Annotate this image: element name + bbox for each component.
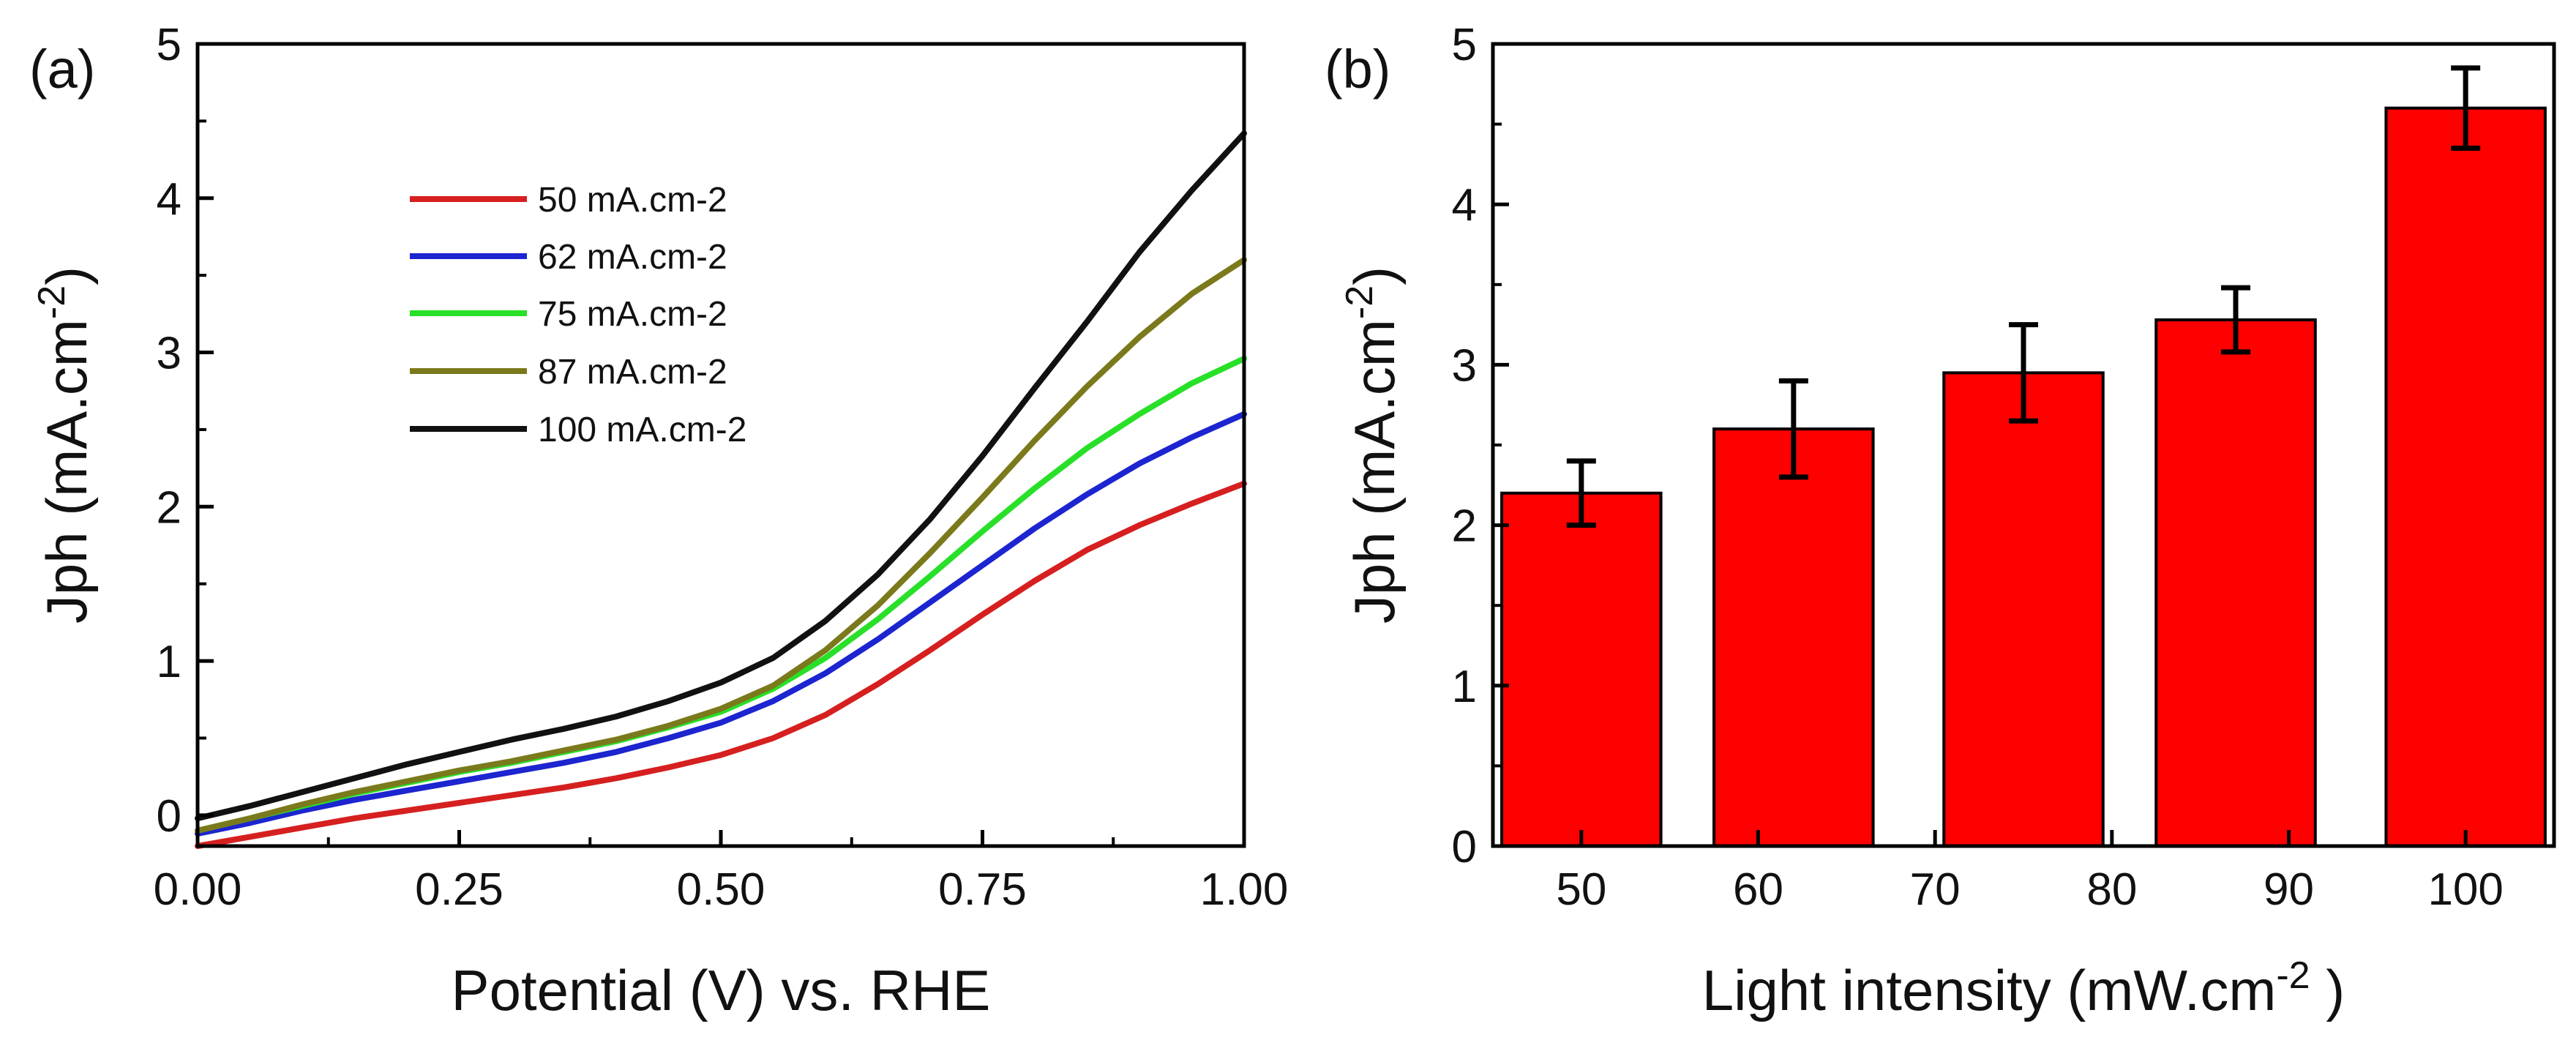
panel-a-line-chart: (a) 0.00 0.25 0.50 0.75 1.00 0 1 2 3 4 5 Potentia… <box>29 20 1288 1022</box>
panel-a-x-tick-label: 0.00 <box>154 864 242 915</box>
panel-b-x-axis-title: Light intensity (mW.cm-2 ) <box>1702 954 2345 1022</box>
panel-a-y-title-main: Jph (mA.cm <box>34 319 99 624</box>
panel-b-x-tick-label: 80 <box>2086 864 2137 915</box>
panel-a-y-tick-label: 0 <box>157 791 181 842</box>
panel-a-y-title-sup: -2 <box>31 285 73 319</box>
panel-b-bars <box>1500 65 2547 848</box>
panel-b-y-tick-label: 4 <box>1452 180 1477 231</box>
legend-label-1: 62 mA.cm-2 <box>538 238 727 277</box>
panel-a-x-tick-label: 1.00 <box>1200 864 1289 915</box>
panel-b-y-tick-label: 3 <box>1452 340 1477 391</box>
panel-a-x-tick-label: 0.50 <box>677 864 765 915</box>
panel-b-x-title-tail: ) <box>2310 958 2345 1022</box>
series-line-4 <box>195 130 1247 822</box>
legend-label-4: 100 mA.cm-2 <box>538 411 746 449</box>
legend-label-3: 87 mA.cm-2 <box>538 353 727 392</box>
legend-label-2: 75 mA.cm-2 <box>538 295 727 334</box>
panel-b-y-title-tail: ) <box>1342 266 1407 285</box>
panel-a-y-tick-label: 4 <box>157 174 181 225</box>
panel-b-x-tick-label: 70 <box>1910 864 1961 915</box>
panel-b-y-axis-title: Jph (mA.cm-2) <box>1338 266 1407 624</box>
series-line-3 <box>195 257 1247 834</box>
panel-a-label: (a) <box>29 39 95 100</box>
legend-label-0: 50 mA.cm-2 <box>538 181 727 220</box>
series-line-0 <box>195 480 1247 849</box>
panel-b-x-tick-label: 90 <box>2264 864 2314 915</box>
panel-b-x-ticks: 50 60 70 80 90 100 <box>1556 830 2504 915</box>
bar-1 <box>1712 427 1875 848</box>
series-line-1 <box>195 411 1247 837</box>
panel-b-x-title-sup: -2 <box>2276 954 2310 997</box>
panel-a-y-tick-label: 3 <box>157 329 181 379</box>
panel-b-label: (b) <box>1325 39 1390 100</box>
bar-2 <box>1942 371 2105 848</box>
panel-a-x-tick-label: 0.75 <box>938 864 1027 915</box>
panel-b-y-title-main: Jph (mA.cm <box>1342 319 1407 624</box>
panel-a-x-ticks: 0.00 0.25 0.50 0.75 1.00 <box>154 830 1289 915</box>
panel-a-x-axis-title: Potential (V) vs. RHE <box>452 958 991 1022</box>
panel-b-bar-chart: (b) 50 60 70 80 90 100 0 1 2 3 4 5 Light intensity… <box>1325 20 2556 1022</box>
panel-a-y-tick-label: 1 <box>157 637 181 687</box>
panel-a-y-ticks: 0 1 2 3 4 5 <box>157 20 214 842</box>
panel-b-x-tick-label: 50 <box>1556 864 1606 915</box>
panel-b-y-tick-label: 0 <box>1452 822 1477 872</box>
panel-a-y-axis-title: Jph (mA.cm-2) <box>31 266 99 624</box>
panel-a-y-tick-label: 2 <box>157 482 181 533</box>
panel-a-y-tick-label: 5 <box>157 20 181 70</box>
bar-0 <box>1500 491 1663 848</box>
panel-b-x-title-main: Light intensity (mW.cm <box>1702 958 2277 1022</box>
panel-b-y-tick-label: 1 <box>1452 662 1477 712</box>
panel-b-y-tick-label: 2 <box>1452 501 1477 552</box>
panel-b-y-ticks: 0 1 2 3 4 5 <box>1452 20 1509 872</box>
panel-b-x-tick-label: 60 <box>1733 864 1783 915</box>
panel-b-y-title-sup: -2 <box>1338 285 1381 319</box>
panel-a-legend: 50 mA.cm-2 62 mA.cm-2 75 mA.cm-2 87 mA.c… <box>410 181 746 449</box>
panel-a-curves <box>195 130 1247 849</box>
panel-b-y-tick-label: 5 <box>1452 20 1477 70</box>
panel-a-x-tick-label: 0.25 <box>415 864 503 915</box>
panel-a-y-title-tail: ) <box>34 266 99 285</box>
bar-3 <box>2154 318 2317 848</box>
bar-4 <box>2384 106 2547 848</box>
panel-b-x-tick-label: 100 <box>2427 864 2503 915</box>
